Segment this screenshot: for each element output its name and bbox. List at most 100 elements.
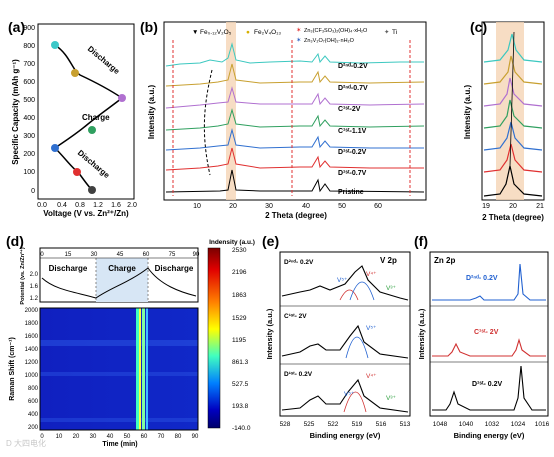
panel-f-label: (f) — [414, 233, 428, 249]
b-curve-label: D¹ˢᵗ-0.2V — [338, 149, 367, 156]
panel-e-label: (e) — [262, 233, 279, 249]
e-xtick: 525 — [304, 421, 315, 428]
d-xtick: 30 — [90, 434, 97, 440]
e-xticks: 528 525 522 519 516 513 — [280, 421, 411, 428]
e-spectrum-name: C¹ˢᵗ- 2V — [284, 313, 307, 320]
d-ytick: 200 — [28, 425, 39, 431]
b-curve-d1-0.7 — [165, 147, 424, 171]
b-xtick: 10 — [193, 203, 201, 210]
e-ylabel: Intensity (a.u.) — [265, 308, 274, 359]
panel-a-yticks: 0 100 200 300 400 500 600 700 800 900 — [23, 25, 35, 195]
e-fit-curve — [343, 391, 367, 413]
d-xtick: 60 — [141, 434, 148, 440]
b-legend-marker: ▼ — [192, 29, 198, 36]
d-xtick: 20 — [73, 434, 80, 440]
a-point-c1-1.1 — [88, 126, 96, 134]
a-point-d2-0.7 — [71, 69, 79, 77]
d-top-xticks: 0 15 30 45 60 75 90 — [40, 252, 200, 258]
b-highlight-band — [226, 22, 236, 200]
c-curve — [483, 77, 543, 107]
e-label-v3: V³⁺ — [386, 285, 397, 292]
d-top-xtick: 90 — [193, 252, 200, 258]
e-fit-curve — [345, 336, 369, 359]
a-xtick: 2.0 — [127, 202, 137, 209]
panel-f: (f) Zn 2p Intensity (a.u.) D²ⁿᵈ- 0.2V C¹… — [414, 233, 550, 440]
b-curve-d2-0.7 — [165, 63, 425, 87]
d-heatmap-streak — [142, 308, 145, 430]
b-legend-text: Zn₃V₂O₇(OH)₂·nH₂O — [304, 38, 355, 44]
a-ytick: 300 — [23, 133, 35, 140]
d-cbar-tick: 2196 — [232, 269, 247, 276]
a-ytick: 0 — [31, 188, 35, 195]
e-label-v4: V⁴⁺ — [366, 373, 377, 380]
d-cbar-tick: 1863 — [232, 292, 247, 299]
d-ytick: 1200 — [25, 360, 39, 366]
e-label-v5: V⁵⁺ — [344, 391, 355, 398]
a-xtick: 1.2 — [93, 202, 103, 209]
panel-a-label: (a) — [8, 19, 25, 35]
f-spectrum-name: D²ⁿᵈ- 0.2V — [466, 275, 498, 282]
d-xtick: 50 — [124, 434, 131, 440]
d-xlabel: Time (min) — [102, 441, 137, 448]
d-heatmap-frame — [39, 307, 199, 431]
d-region-label: Discharge — [49, 264, 88, 273]
a-ytick: 200 — [23, 151, 35, 158]
e-spectrum-name: D¹ˢᵗ- 0.2V — [284, 371, 313, 378]
panel-b: (b) Intensity (a.u.) 2 Theta (degree) 10… — [140, 19, 427, 220]
b-curve-d2-0.2 — [165, 42, 424, 67]
c-xtick: 20 — [509, 203, 517, 210]
b-curve-label: C¹ˢᵗ-1.1V — [338, 128, 367, 135]
a-xtick: 0.0 — [37, 202, 47, 209]
d-ytick: 600 — [28, 399, 39, 405]
d-top-xtick: 75 — [169, 252, 176, 258]
d-charge-region — [96, 258, 148, 302]
d-top-xtick: 45 — [117, 252, 124, 258]
a-xtick: 0.8 — [75, 202, 85, 209]
b-legend-text: Fe₂V₄O₁₃ — [254, 29, 281, 36]
b-curve-label: D²ⁿᵈ-0.2V — [338, 63, 368, 70]
d-heatmap-streak — [146, 308, 148, 430]
d-region-label: Charge — [108, 264, 136, 273]
f-xtick: 1016 — [535, 421, 550, 428]
a-point-d1-0.7 — [73, 168, 81, 176]
d-ytick: 1600 — [25, 334, 39, 340]
a-ytick: 700 — [23, 61, 35, 68]
b-curve-c1-1.1 — [165, 108, 425, 131]
d-cbar-tick: 527.5 — [232, 381, 249, 388]
e-xtick: 519 — [352, 421, 363, 428]
d-xtick: 70 — [158, 434, 165, 440]
e-title: V 2p — [380, 256, 397, 265]
d-top-ylabel: Potential (vs. Zn/Zn²⁺) — [19, 247, 26, 304]
panel-a-ylabel: Specific Capacity (mAh g⁻¹) — [11, 59, 20, 165]
d-potential-curve — [41, 267, 197, 299]
d-ytick: 2000 — [25, 308, 39, 314]
a-annotation-charge: Charge — [82, 113, 110, 122]
e-label-v3: V³⁺ — [386, 395, 397, 402]
d-heatmap-streak — [136, 308, 139, 430]
d-cbar-tick: -140.0 — [232, 425, 251, 432]
a-point-pristine — [88, 186, 96, 194]
b-curve-c1-2 — [165, 86, 425, 109]
panel-b-frame — [163, 21, 427, 201]
f-xticks: 1048 1040 1032 1024 1016 — [433, 421, 550, 428]
panel-a-xticks: 0.0 0.4 0.8 1.2 1.6 2.0 — [37, 202, 137, 209]
b-legend-text: Fe₀.₁₂V₂O₅ — [200, 29, 232, 36]
c-highlight-band — [496, 22, 524, 200]
d-ylabel: Raman Shift (cm⁻¹) — [9, 337, 16, 401]
f-spectrum-curve — [432, 338, 546, 357]
f-xtick: 1048 — [433, 421, 448, 428]
d-cbar-tick: 2530 — [232, 247, 247, 254]
c-xtick: 21 — [536, 203, 544, 210]
d-cbar-tick: 1195 — [232, 337, 246, 344]
b-curve-label: Pristine — [338, 189, 364, 196]
c-curve — [483, 33, 543, 63]
a-ytick: 900 — [23, 25, 35, 32]
b-xtick: 60 — [374, 203, 382, 210]
d-top-xtick: 15 — [65, 252, 72, 258]
f-xtick: 1032 — [485, 421, 500, 428]
f-xlabel: Binding energy (eV) — [454, 431, 525, 440]
d-regions: Discharge Charge Discharge — [49, 264, 194, 273]
f-xtick: 1024 — [511, 421, 526, 428]
f-xtick: 1040 — [459, 421, 474, 428]
b-curve-pristine — [165, 169, 425, 193]
